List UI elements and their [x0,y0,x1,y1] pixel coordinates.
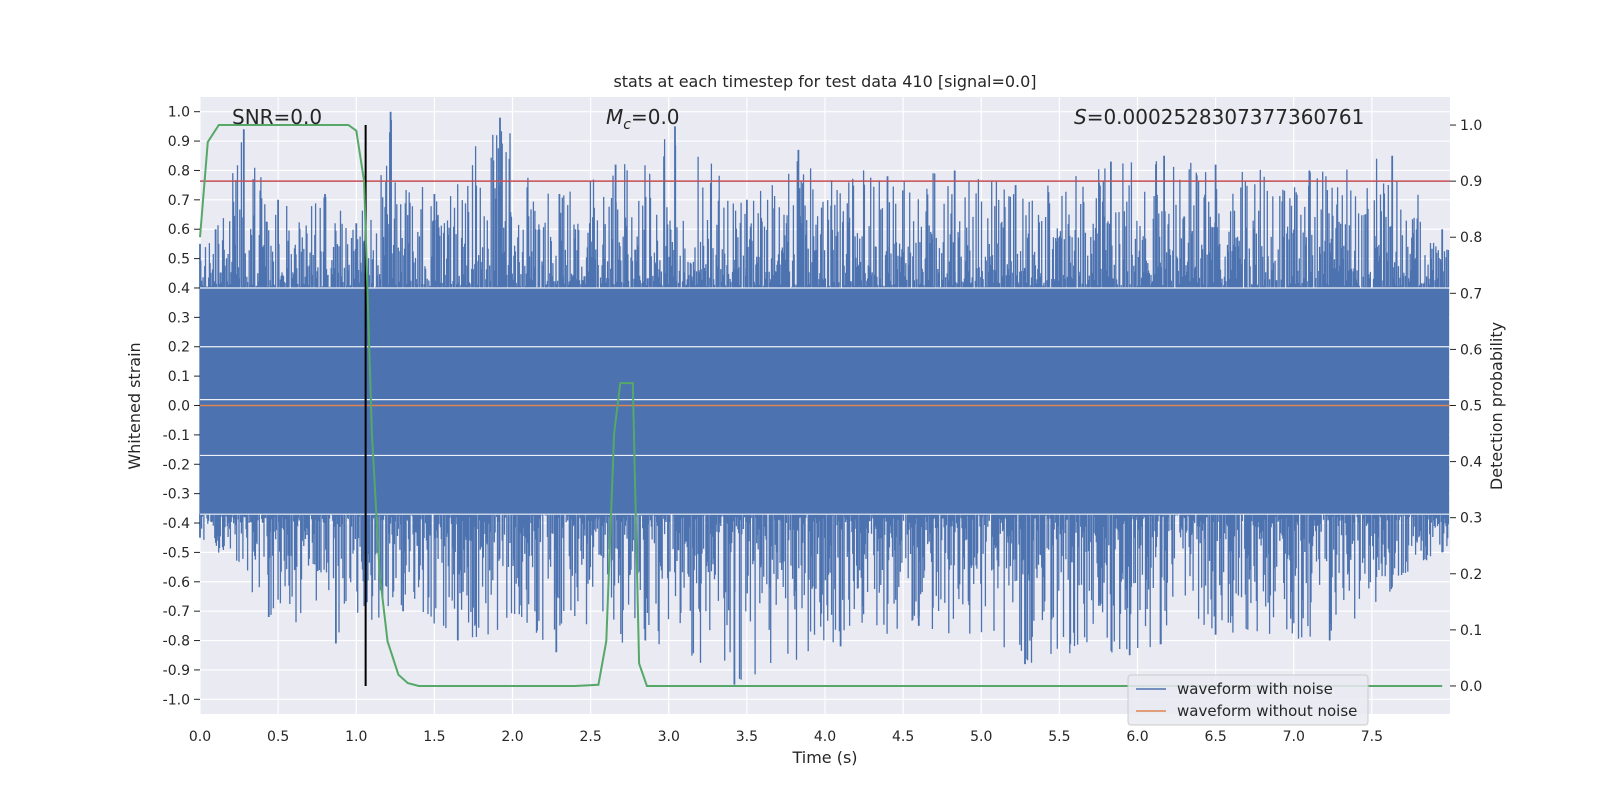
y-axis-label: Whitened strain [125,342,144,469]
chart-title: stats at each timestep for test data 410… [613,72,1036,91]
x-tick-label: 3.5 [736,729,758,745]
y-tick-label: 0.2 [168,340,190,356]
y2-tick-label: 1.0 [1460,118,1482,134]
snr-annotation: SNR=0.0 [232,105,322,129]
y2-tick-label: 0.7 [1460,286,1482,302]
y-tick-label: -0.3 [163,487,190,503]
y2-tick-label: 0.8 [1460,230,1482,246]
chirp-mass-annotation: Mc=0.0 [606,105,680,133]
y-tick-label: 0.5 [168,252,190,268]
y2-tick-label: 0.0 [1460,679,1482,695]
y-tick-label: -0.6 [163,575,190,591]
y-tick-label: -0.2 [163,457,190,473]
detection-probability-line [199,124,1443,687]
y-tick-label: -1.0 [163,692,190,708]
x-tick-label: 6.5 [1204,729,1226,745]
chirp-mass-subscript: c [623,117,631,133]
y-tick-label: 0.4 [168,281,190,297]
legend-box [1127,674,1369,726]
y2-tick-label: 0.4 [1460,455,1482,471]
statistic-symbol: S [1074,105,1087,129]
x-axis-label: Time (s) [791,748,857,767]
y-tick-label: -0.5 [163,545,190,561]
y2-tick-label: 0.3 [1460,511,1482,527]
noise-series [199,111,1450,685]
y-tick-label: -0.4 [163,516,190,532]
noise-peaks [199,111,1444,685]
y-tick-label: 1.0 [168,105,190,121]
statistic-value: =0.0002528307377360761 [1087,105,1365,129]
x-tick-label: 4.5 [892,729,914,745]
x-tick-label: 0.0 [189,729,211,745]
y-tick-label: 0.9 [168,134,190,150]
y-tick-label: -0.9 [163,663,190,679]
y2-axis-label: Detection probability [1487,322,1506,490]
y-axis-ticks: 1.0 0.9 0.8 0.7 0.6 0.5 0.4 0.3 0.2 0.1 0.0 -0.1 -0.… [163,105,200,708]
x-axis-ticks: 0.0 0.5 1.0 1.5 2.0 2.5 3.0 3.5 4.0 4.5 5.0 5.5 6.0 6… [189,729,1383,745]
x-tick-label: 5.0 [970,729,992,745]
legend-label-clean: waveform without noise [1177,702,1357,720]
chirp-mass-value: =0.0 [631,105,680,129]
x-tick-label: 0.5 [267,729,289,745]
y2-axis-ticks: 1.0 0.9 0.8 0.7 0.6 0.5 0.4 0.3 0.2 0.1 0.0 [1450,118,1482,695]
y-tick-label: 0.1 [168,369,190,385]
x-tick-label: 1.5 [423,729,445,745]
series-lines [199,124,1450,687]
y-tick-label: -0.7 [163,604,190,620]
snr-statistic-annotation: S=0.0002528307377360761 [1074,105,1364,129]
x-tick-label: 5.5 [1048,729,1070,745]
y2-tick-label: 0.1 [1460,623,1482,639]
x-tick-label: 2.0 [501,729,523,745]
legend: waveform with noise waveform without noi… [1127,674,1369,726]
x-tick-label: 4.0 [814,729,836,745]
x-tick-label: 2.5 [579,729,601,745]
x-tick-label: 7.0 [1283,729,1305,745]
y2-tick-label: 0.2 [1460,567,1482,583]
y-tick-label: -0.8 [163,634,190,650]
x-tick-label: 3.0 [658,729,680,745]
y-tick-label: 0.7 [168,193,190,209]
chirp-mass-symbol: M [606,105,623,129]
x-tick-label: 1.0 [345,729,367,745]
y-tick-label: -0.1 [163,428,190,444]
legend-label-noise: waveform with noise [1177,680,1333,698]
y2-tick-label: 0.5 [1460,399,1482,415]
x-tick-label: 6.0 [1126,729,1148,745]
y-tick-label: 0.8 [168,163,190,179]
y-tick-label: 0.0 [168,399,190,415]
y-tick-label: 0.6 [168,222,190,238]
y2-tick-label: 0.9 [1460,174,1482,190]
y2-tick-label: 0.6 [1460,342,1482,358]
x-tick-label: 7.5 [1361,729,1383,745]
y-tick-label: 0.3 [168,310,190,326]
